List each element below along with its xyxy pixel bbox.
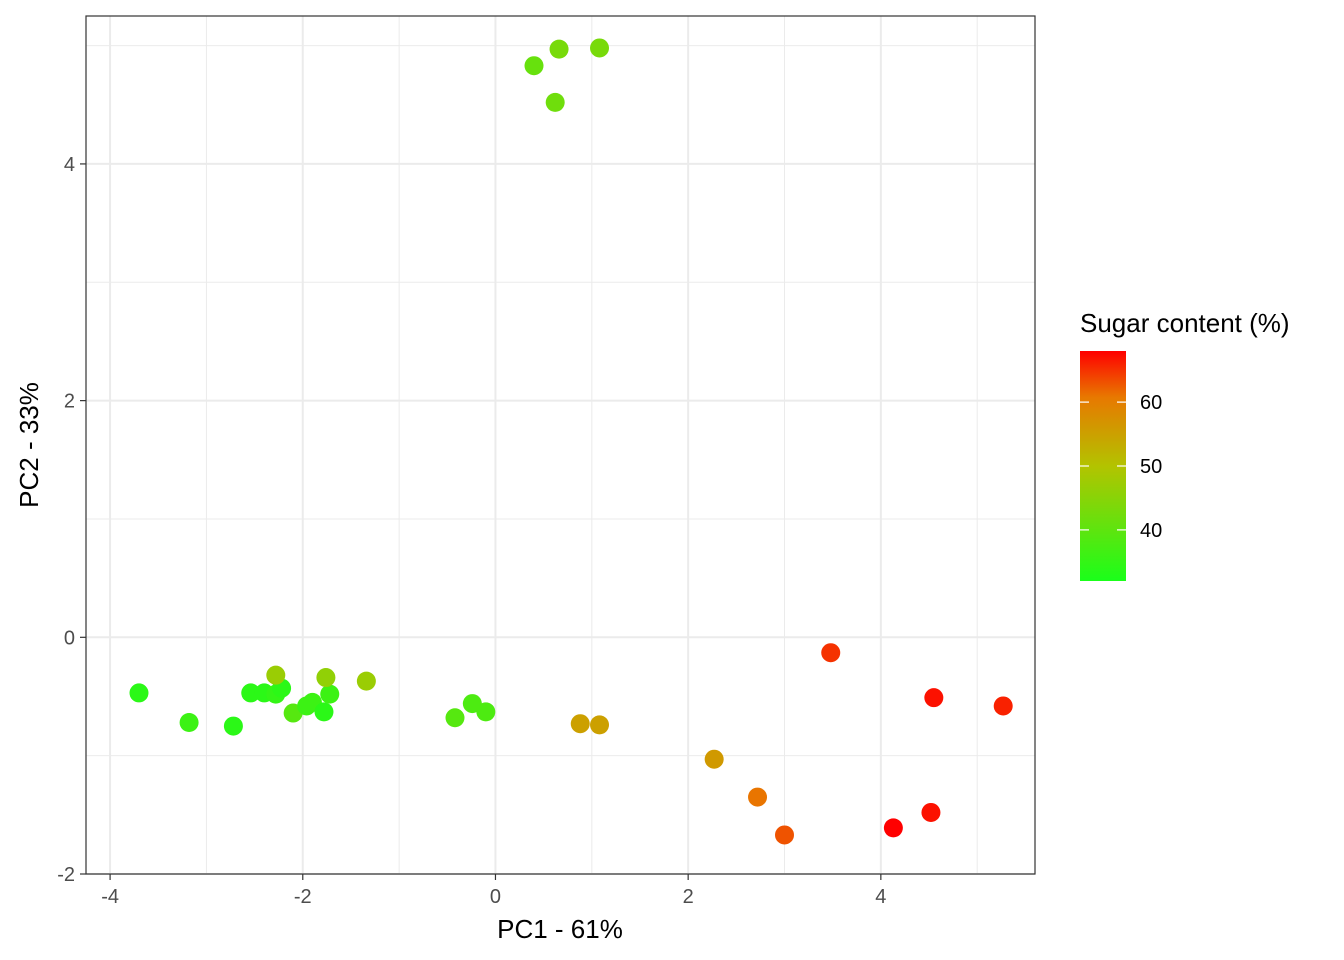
x-tick-label: -4 — [101, 886, 119, 908]
plot-panel-border — [85, 15, 1036, 875]
legend-title: Sugar content (%) — [1080, 308, 1290, 338]
y-tick-label: 4 — [64, 154, 75, 176]
x-tick-label: 2 — [683, 886, 694, 908]
data-point — [266, 665, 286, 685]
data-point — [356, 671, 376, 691]
data-point — [883, 818, 903, 838]
y-axis: -2 0 2 4 — [57, 154, 86, 886]
y-tick-label: 0 — [64, 627, 75, 649]
data-point — [704, 749, 724, 769]
legend-tick-label: 50 — [1140, 456, 1162, 478]
data-point — [549, 39, 569, 59]
data-point — [314, 702, 334, 722]
legend-tick-label: 60 — [1140, 392, 1162, 414]
data-point — [570, 714, 590, 734]
data-point — [924, 688, 944, 708]
data-point — [748, 787, 768, 807]
data-point — [179, 713, 199, 733]
data-point — [921, 802, 941, 822]
color-legend: Sugar content (%) 40 50 60 — [1080, 308, 1290, 581]
data-point — [821, 643, 841, 663]
data-point — [775, 825, 795, 845]
data-point — [316, 668, 336, 688]
legend-ticks: 40 50 60 — [1080, 392, 1162, 542]
major-gridlines — [86, 16, 1035, 875]
x-tick-label: -2 — [294, 886, 312, 908]
y-axis-title: PC2 - 33% — [14, 382, 44, 508]
data-point — [129, 683, 149, 703]
x-axis: -4 -2 0 2 4 — [101, 874, 886, 908]
data-point — [445, 708, 465, 728]
legend-tick-label: 40 — [1140, 520, 1162, 542]
data-point — [476, 702, 496, 722]
data-point — [590, 38, 610, 58]
data-points — [129, 38, 1013, 845]
data-point — [223, 716, 243, 736]
plot-panel-background — [86, 16, 1035, 874]
data-point — [545, 92, 565, 112]
x-tick-label: 0 — [490, 886, 501, 908]
x-axis-title: PC1 - 61% — [497, 914, 623, 944]
data-point — [320, 684, 340, 704]
y-tick-label: -2 — [57, 864, 75, 886]
y-tick-label: 2 — [64, 391, 75, 413]
x-tick-label: 4 — [875, 886, 886, 908]
data-point — [590, 715, 610, 735]
data-point — [993, 696, 1013, 716]
data-point — [524, 56, 544, 76]
data-point — [241, 683, 261, 703]
